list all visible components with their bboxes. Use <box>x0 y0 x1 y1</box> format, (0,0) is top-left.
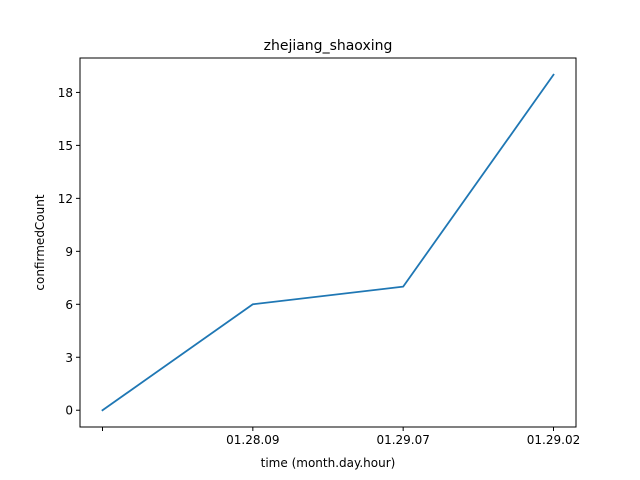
y-tick-label: 0 <box>65 404 73 418</box>
series-line <box>101 73 555 412</box>
y-tick-label: 18 <box>58 86 73 100</box>
x-tick-label: 01.28.09 <box>226 433 279 447</box>
x-tick-label: 01.29.02 <box>527 433 580 447</box>
y-axis-label: confirmedCount <box>33 194 47 290</box>
chart-title: zhejiang_shaoxing <box>264 38 393 54</box>
plot-frame <box>79 57 577 428</box>
y-tick-label: 15 <box>58 139 73 153</box>
y-tick-label: 9 <box>65 245 73 259</box>
x-axis-label: time (month.day.hour) <box>261 456 396 470</box>
y-tick-label: 12 <box>58 192 73 206</box>
x-tick-label: 01.29.07 <box>376 433 429 447</box>
plot-layer: 01.28.09 01.29.07 01.29.02 0 3 6 9 12 15 18 <box>58 73 580 447</box>
y-tick-label: 3 <box>65 351 73 365</box>
y-tick-label: 6 <box>65 298 73 312</box>
